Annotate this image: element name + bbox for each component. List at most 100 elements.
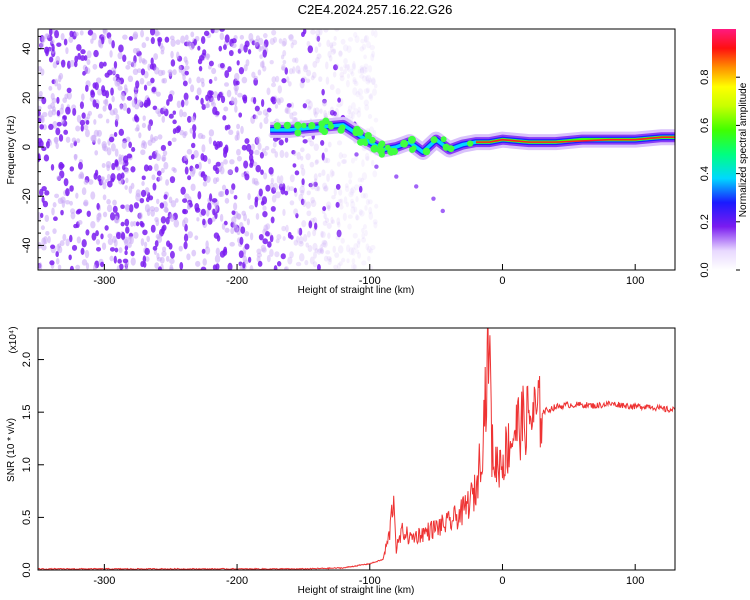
spectrogram-noise-dot [83,179,89,185]
spectrogram-noise-dot [298,236,304,245]
spectrogram-noise-dot [161,224,167,231]
spectrogram-noise-dot [134,115,140,123]
spectrogram-noise-dot [202,49,207,56]
spectrogram-noise-dot [140,29,145,38]
branch-dot [354,152,359,157]
spectrogram-noise-dot [197,191,202,200]
spectrogram-noise-dot [108,136,115,143]
spectrogram-noise-dot [237,92,243,98]
spectrogram-noise-dot [244,138,250,145]
spectrogram-noise-dot [340,38,346,45]
spectrogram-noise-dot [214,143,219,150]
spectrogram-noise-dot [101,242,107,250]
spectrogram-noise-dot [44,214,50,223]
spectrogram-noise-dot [113,60,118,69]
spectrogram-noise-dot [81,93,85,101]
spectrogram-noise-dot [364,229,368,237]
spectrogram-noise-dot [120,204,125,210]
spectrogram-noise-dot [77,219,83,225]
spectrogram-noise-dot [364,104,370,111]
spectrogram-noise-dot [331,170,335,177]
spectrogram-noise-dot [199,54,205,61]
spectrogram-noise-dot [325,157,331,164]
spectrogram-noise-dot [286,103,292,108]
spectrogram-noise-dot [263,117,269,125]
spectrogram-noise-dot [343,63,348,69]
spectrogram-noise-dot [169,213,174,220]
spectrogram-noise-dot [300,77,306,84]
spectrogram-noise-dot [124,204,130,211]
spectrogram-noise-dot [323,213,327,220]
spectrogram-noise-dot [359,74,365,79]
spectrogram-noise-dot [153,135,159,142]
spectrogram-noise-dot [236,213,242,220]
spectrogram-noise-dot [304,260,309,266]
spectrogram-noise-dot [172,167,177,174]
spectrogram-noise-dot [57,74,62,83]
spectrogram-noise-dot [130,182,135,190]
spectrogram-noise-dot [305,153,311,161]
spectrogram-noise-dot [246,218,250,226]
spectrogram-noise-dot [65,106,71,115]
spectrogram-noise-dot [347,105,353,113]
spectrogram-noise-dot [104,98,109,107]
spectrogram-noise-dot [149,29,156,36]
spectrogram-noise-dot [368,206,373,215]
spectrogram-noise-dot [340,237,345,244]
spectrogram-noise-dot [255,164,262,173]
spectrogram-noise-dot [224,197,230,204]
spectrogram-noise-dot [270,82,277,88]
spectrogram-noise-dot [272,136,279,142]
spectrogram-noise-dot [121,165,126,171]
spectrogram-noise-dot [210,97,215,105]
spectrogram-noise-dot [290,42,294,49]
spectrogram-noise-dot [154,206,159,213]
spectrogram-noise-dot [359,66,365,74]
spectrogram-noise-dot [109,247,116,252]
spectrogram-noise-dot [316,35,321,42]
spectrogram-noise-dot [150,57,154,66]
spectrogram-noise-dot [299,253,305,262]
spectrogram-noise-dot [112,205,118,214]
spectrogram-noise-dot [231,183,236,191]
spectrogram-noise-dot [254,149,260,156]
spectrogram-noise-dot [348,111,354,119]
spectrogram-noise-dot [144,247,150,255]
spectrogram-noise-dot [187,231,193,239]
spectrogram-noise-dot [128,36,134,41]
spectrogram-noise-dot [45,33,50,39]
spectrogram-noise-dot [151,174,156,181]
spectrogram-noise-dot [315,56,320,64]
spectrogram-noise-dot [338,50,343,58]
spectrogram-noise-dot [239,236,244,245]
spectrogram-noise-dot [59,240,65,247]
spectrogram-noise-dot [102,194,107,201]
spectrogram-noise-dot [130,257,136,266]
spectrogram-noise-dot [182,73,186,81]
spectrogram-noise-dot [327,141,332,148]
spectrogram-noise-dot [101,176,105,186]
spectrogram-noise-dot [365,155,370,162]
spectrogram-noise-dot [310,196,315,204]
spectrogram-noise-dot [53,78,59,87]
spectrogram-noise-dot [284,108,288,114]
spectrogram-noise-dot [290,102,295,109]
spectrogram-noise-dot [157,38,161,47]
spectrogram-noise-dot [364,152,370,161]
colorbar-tick-label: 0.0 [699,262,711,277]
spectrogram-noise-dot [170,38,176,47]
spectrogram-noise-dot [327,205,331,212]
spectrogram-noise-dot [369,44,376,51]
spectrogram-noise-dot [309,181,316,190]
spectrogram-noise-dot [336,161,341,167]
spectrogram-noise-dot [135,80,140,89]
spectrogram-noise-dot [119,104,124,111]
spectrogram-noise-dot [367,255,371,262]
spectrogram-noise-dot [150,209,155,217]
spectrogram-noise-dot [276,175,281,184]
spectrogram-noise-dot [365,74,372,84]
spectrogram-noise-dot [110,87,114,96]
spectrogram-noise-dot [196,217,200,222]
spectrogram-noise-dot [301,178,305,186]
